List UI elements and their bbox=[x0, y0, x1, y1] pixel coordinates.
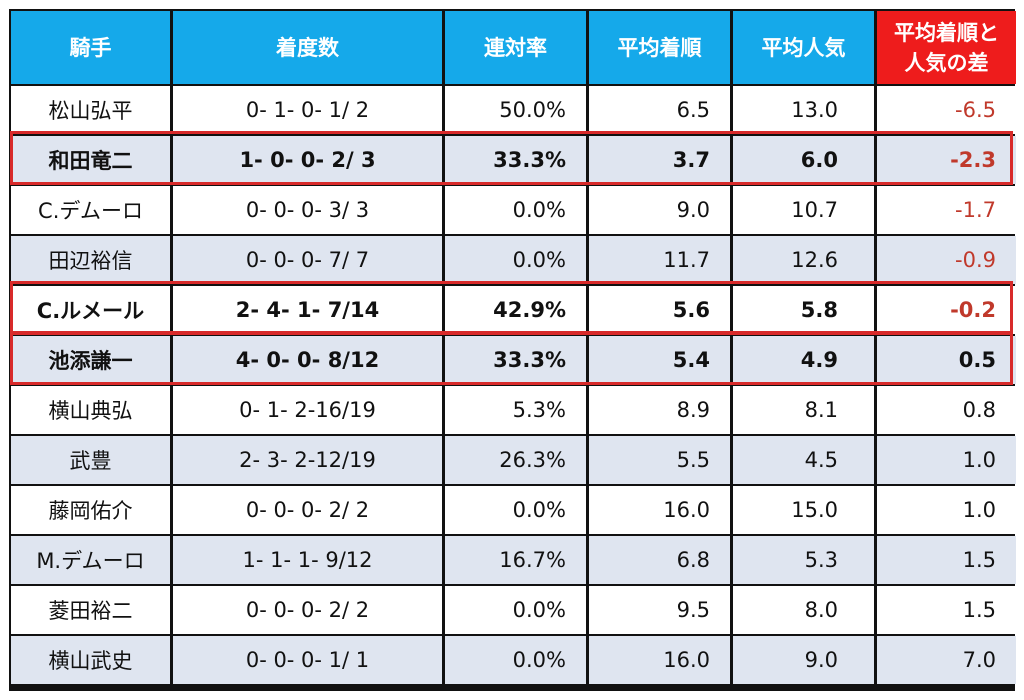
cell-avg-popularity: 8.0 bbox=[733, 586, 874, 634]
cell-jockey: M.デムーロ bbox=[11, 536, 170, 584]
table-grid: 騎手 着度数 連対率 平均着順 平均人気 平均着順と 人気の差 松山弘平 0- 1… bbox=[9, 9, 1016, 691]
cell-avg-popularity: 12.6 bbox=[733, 236, 874, 284]
cell-record: 0- 1- 0- 1/ 2 bbox=[173, 86, 442, 134]
header-finish-popularity-diff: 平均着順と 人気の差 bbox=[877, 11, 1016, 84]
cell-rentai: 0.0% bbox=[445, 186, 586, 234]
cell-diff: -2.3 bbox=[877, 136, 1016, 184]
cell-avg-finish: 9.5 bbox=[589, 586, 730, 634]
cell-avg-finish: 5.4 bbox=[589, 336, 730, 384]
cell-avg-popularity: 15.0 bbox=[733, 486, 874, 534]
cell-record: 4- 0- 0- 8/12 bbox=[173, 336, 442, 384]
cell-avg-popularity: 8.1 bbox=[733, 386, 874, 434]
cell-avg-finish: 9.0 bbox=[589, 186, 730, 234]
cell-diff: -0.2 bbox=[877, 286, 1016, 334]
cell-diff: -0.9 bbox=[877, 236, 1016, 284]
cell-jockey: 和田竜二 bbox=[11, 136, 170, 184]
cell-avg-popularity: 10.7 bbox=[733, 186, 874, 234]
header-rentai: 連対率 bbox=[445, 11, 586, 84]
cell-record: 0- 0- 0- 7/ 7 bbox=[173, 236, 442, 284]
cell-diff: 1.0 bbox=[877, 486, 1016, 534]
cell-rentai: 42.9% bbox=[445, 286, 586, 334]
cell-record: 0- 0- 0- 3/ 3 bbox=[173, 186, 442, 234]
cell-avg-finish: 11.7 bbox=[589, 236, 730, 284]
cell-avg-popularity: 4.5 bbox=[733, 436, 874, 484]
cell-diff: 1.5 bbox=[877, 536, 1016, 584]
cell-diff: -6.5 bbox=[877, 86, 1016, 134]
cell-rentai: 5.3% bbox=[445, 386, 586, 434]
cell-jockey: 松山弘平 bbox=[11, 86, 170, 134]
cell-record: 2- 3- 2-12/19 bbox=[173, 436, 442, 484]
cell-avg-popularity: 9.0 bbox=[733, 636, 874, 684]
cell-avg-popularity: 4.9 bbox=[733, 336, 874, 384]
cell-avg-popularity: 5.8 bbox=[733, 286, 874, 334]
cell-diff: 7.0 bbox=[877, 636, 1016, 684]
header-avg-finish: 平均着順 bbox=[589, 11, 730, 84]
cell-jockey: 菱田裕二 bbox=[11, 586, 170, 634]
cell-record: 0- 0- 0- 2/ 2 bbox=[173, 486, 442, 534]
cell-diff: -1.7 bbox=[877, 186, 1016, 234]
cell-avg-finish: 16.0 bbox=[589, 486, 730, 534]
cell-rentai: 0.0% bbox=[445, 636, 586, 684]
cell-rentai: 33.3% bbox=[445, 336, 586, 384]
cell-jockey: 武豊 bbox=[11, 436, 170, 484]
cell-avg-finish: 3.7 bbox=[589, 136, 730, 184]
cell-avg-finish: 5.6 bbox=[589, 286, 730, 334]
cell-diff: 0.8 bbox=[877, 386, 1016, 434]
cell-avg-finish: 6.5 bbox=[589, 86, 730, 134]
cell-record: 0- 0- 0- 2/ 2 bbox=[173, 586, 442, 634]
cell-avg-finish: 5.5 bbox=[589, 436, 730, 484]
cell-jockey: C.ルメール bbox=[11, 286, 170, 334]
cell-diff: 1.0 bbox=[877, 436, 1016, 484]
cell-rentai: 0.0% bbox=[445, 586, 586, 634]
cell-rentai: 33.3% bbox=[445, 136, 586, 184]
cell-rentai: 0.0% bbox=[445, 236, 586, 284]
cell-jockey: 横山武史 bbox=[11, 636, 170, 684]
cell-record: 0- 1- 2-16/19 bbox=[173, 386, 442, 434]
cell-rentai: 0.0% bbox=[445, 486, 586, 534]
cell-jockey: 横山典弘 bbox=[11, 386, 170, 434]
cell-jockey: C.デムーロ bbox=[11, 186, 170, 234]
cell-rentai: 16.7% bbox=[445, 536, 586, 584]
header-jockey: 騎手 bbox=[11, 11, 170, 84]
cell-record: 2- 4- 1- 7/14 bbox=[173, 286, 442, 334]
cell-record: 0- 0- 0- 1/ 1 bbox=[173, 636, 442, 684]
cell-avg-popularity: 6.0 bbox=[733, 136, 874, 184]
cell-avg-finish: 6.8 bbox=[589, 536, 730, 584]
cell-avg-popularity: 5.3 bbox=[733, 536, 874, 584]
cell-rentai: 50.0% bbox=[445, 86, 586, 134]
cell-diff: 0.5 bbox=[877, 336, 1016, 384]
cell-record: 1- 1- 1- 9/12 bbox=[173, 536, 442, 584]
cell-record: 1- 0- 0- 2/ 3 bbox=[173, 136, 442, 184]
cell-avg-finish: 8.9 bbox=[589, 386, 730, 434]
cell-jockey: 田辺裕信 bbox=[11, 236, 170, 284]
cell-jockey: 藤岡佑介 bbox=[11, 486, 170, 534]
header-avg-popularity: 平均人気 bbox=[733, 11, 874, 84]
cell-rentai: 26.3% bbox=[445, 436, 586, 484]
cell-avg-popularity: 13.0 bbox=[733, 86, 874, 134]
header-record: 着度数 bbox=[173, 11, 442, 84]
cell-jockey: 池添謙一 bbox=[11, 336, 170, 384]
jockey-stats-table: 騎手 着度数 連対率 平均着順 平均人気 平均着順と 人気の差 松山弘平 0- 1… bbox=[9, 9, 1016, 691]
cell-avg-finish: 16.0 bbox=[589, 636, 730, 684]
cell-diff: 1.5 bbox=[877, 586, 1016, 634]
